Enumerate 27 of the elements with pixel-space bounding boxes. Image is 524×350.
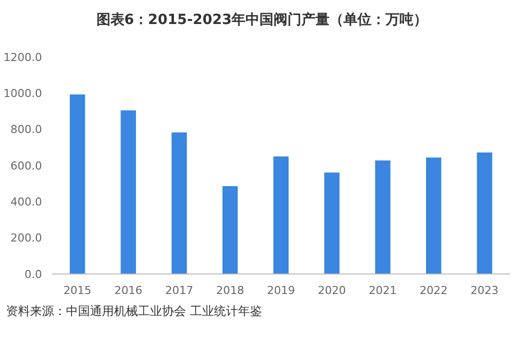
y-tick-label: 600.0 [10, 159, 42, 172]
text: 资料来源：中国通用机械工业协会 工业统计年鉴 [6, 304, 262, 318]
bar [375, 160, 390, 274]
x-tick-label: 2016 [114, 284, 142, 297]
x-tick-label: 2023 [470, 284, 499, 297]
x-tick-label: 2021 [368, 284, 397, 297]
y-tick-label: 1000.0 [4, 87, 42, 100]
y-tick-label: 400.0 [10, 196, 42, 209]
bar [120, 110, 136, 274]
bar [273, 156, 289, 274]
x-tick-label: 2018 [216, 284, 244, 297]
bar [172, 132, 187, 274]
x-tick-label: 2017 [165, 284, 194, 297]
x-tick-label: 2019 [267, 284, 295, 297]
y-tick-label: 1200.0 [4, 50, 42, 64]
bar [324, 172, 340, 274]
bar [70, 94, 86, 274]
bar [476, 152, 492, 274]
y-tick-label: 0.0 [24, 268, 42, 281]
y-tick-label: 200.0 [10, 232, 42, 245]
chart-title: 图表6：2015-2023年中国阀门产量（单位：万吨） [96, 11, 428, 28]
y-tick-label: 800.0 [10, 123, 42, 136]
x-tick-label: 2020 [318, 284, 346, 297]
x-tick-label: 2022 [420, 284, 448, 297]
x-tick-label: 2015 [63, 284, 92, 297]
bar [222, 186, 238, 274]
bar [426, 158, 442, 274]
